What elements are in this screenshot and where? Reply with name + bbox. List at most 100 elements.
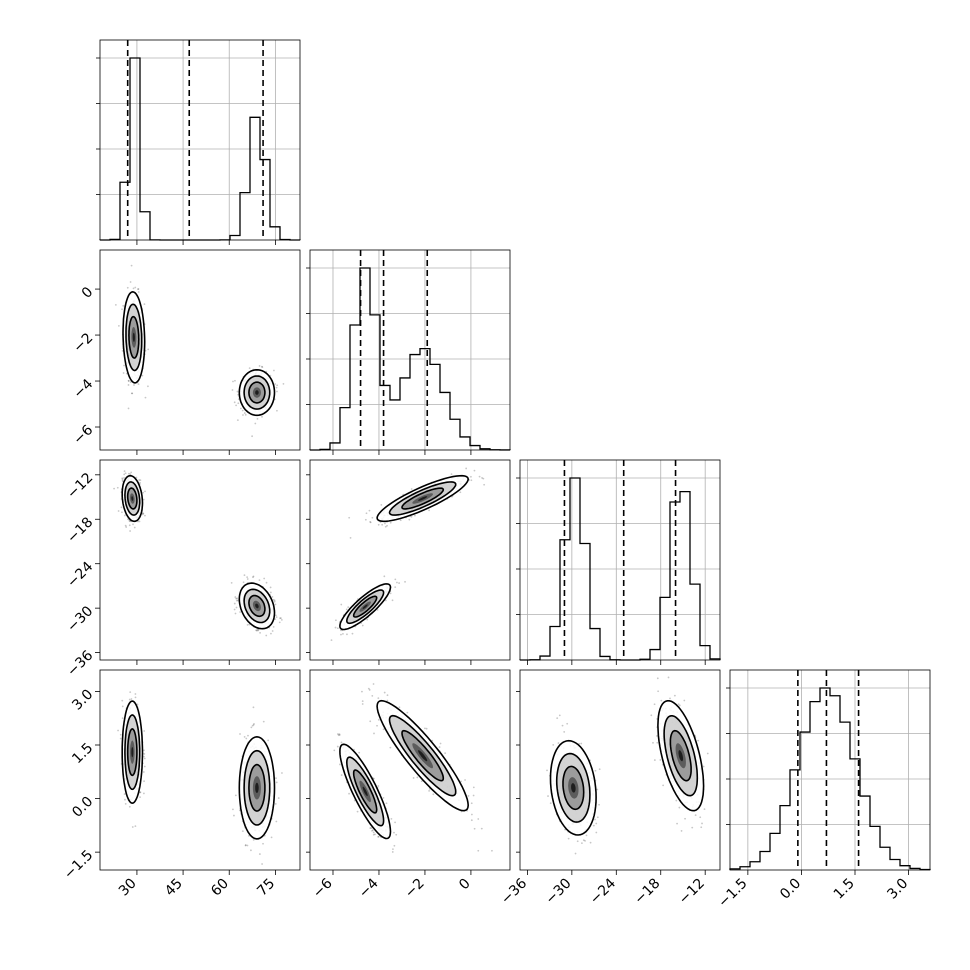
x-tick-label: −30 — [542, 876, 574, 908]
scatter-point — [389, 521, 392, 524]
y-tick-label: −2 — [70, 330, 96, 356]
scatter-point — [241, 830, 244, 833]
scatter-point — [410, 515, 413, 518]
contour-line — [128, 315, 140, 359]
scatter-point — [127, 380, 130, 382]
scatter-point — [120, 506, 123, 509]
scatter-point — [425, 727, 428, 730]
scatter-point — [384, 599, 387, 602]
scatter-point — [595, 822, 598, 825]
scatter-point — [660, 699, 663, 702]
scatter-point — [653, 759, 656, 761]
scatter-point — [372, 683, 375, 685]
scatter-point — [143, 755, 145, 758]
scatter-point — [382, 796, 385, 799]
scatter-point — [369, 720, 372, 723]
density-fill — [131, 496, 134, 501]
scatter-point — [684, 817, 686, 820]
scatter-point — [676, 822, 678, 825]
scatter-point — [389, 746, 392, 749]
scatter-point — [236, 597, 239, 600]
contour-line — [122, 290, 146, 384]
scatter-point — [273, 369, 275, 372]
scatter-point — [383, 691, 386, 694]
scatter-point — [366, 618, 369, 621]
scatter-point — [270, 632, 272, 635]
density-fill — [132, 332, 135, 342]
scatter-point — [680, 830, 683, 832]
contour-line — [126, 728, 138, 777]
scatter-point — [235, 606, 238, 609]
scatter-point — [482, 477, 485, 480]
scatter-point — [130, 471, 133, 474]
scatter-point — [398, 706, 401, 709]
histogram-frame — [99, 39, 301, 241]
contour-line — [555, 752, 591, 823]
scatter-point — [552, 743, 555, 746]
density-fill — [571, 783, 576, 793]
contour-line — [401, 487, 445, 510]
scatter-point — [581, 842, 583, 845]
scatter-point — [384, 522, 386, 525]
contour-line — [352, 595, 378, 618]
scatter-point — [382, 728, 385, 731]
scatter-point — [121, 477, 124, 480]
scatter-point — [247, 734, 249, 737]
scatter-point — [346, 633, 348, 636]
contour-line — [339, 583, 392, 631]
scatter-point — [124, 472, 127, 475]
scatter-point — [123, 514, 126, 517]
scatter-point — [275, 820, 278, 823]
scatter-point — [653, 703, 656, 706]
scatter-point — [376, 608, 379, 611]
density-panel-3-1 — [309, 669, 517, 871]
density-fill — [418, 750, 428, 762]
scatter-point — [439, 742, 442, 745]
scatter-point — [377, 718, 380, 721]
scatter-point — [369, 827, 372, 829]
panel-content — [333, 683, 517, 868]
scatter-point — [244, 844, 247, 846]
scatter-point — [233, 401, 236, 404]
scatter-point — [265, 581, 268, 584]
scatter-point — [244, 844, 247, 847]
x-tick-label: 60 — [208, 876, 232, 900]
x-tick-label: −6 — [310, 875, 336, 901]
scatter-point — [371, 830, 373, 832]
scatter-point — [395, 833, 398, 836]
scatter-point — [246, 576, 249, 579]
scatter-point — [236, 419, 239, 422]
scatter-point — [464, 779, 466, 781]
scatter-point — [124, 802, 127, 805]
scatter-point — [477, 818, 480, 820]
scatter-point — [589, 841, 592, 844]
scatter-point — [234, 612, 237, 615]
density-panel-3-2 — [519, 669, 721, 871]
scatter-point — [278, 621, 281, 624]
scatter-point — [117, 324, 120, 327]
y-tick-label: −12 — [64, 470, 96, 502]
scatter-point — [117, 729, 119, 732]
scatter-point — [273, 599, 276, 602]
scatter-point — [271, 630, 274, 632]
density-fill — [362, 604, 368, 609]
scatter-point — [246, 623, 249, 626]
scatter-point — [549, 802, 552, 805]
contour-line — [124, 714, 141, 791]
scatter-point — [580, 742, 583, 745]
scatter-point — [348, 792, 350, 795]
scatter-point — [248, 835, 250, 837]
scatter-point — [272, 598, 275, 601]
density-fill — [255, 390, 259, 395]
scatter-point — [353, 799, 356, 802]
panel-frame — [99, 669, 301, 871]
scatter-point — [133, 526, 136, 529]
scatter-point — [147, 348, 150, 351]
scatter-point — [356, 810, 359, 813]
scatter-point — [243, 574, 246, 577]
scatter-point — [678, 806, 681, 809]
scatter-point — [515, 866, 517, 868]
scatter-point — [412, 777, 415, 779]
histogram-frame — [729, 669, 931, 871]
scatter-point — [126, 286, 129, 289]
